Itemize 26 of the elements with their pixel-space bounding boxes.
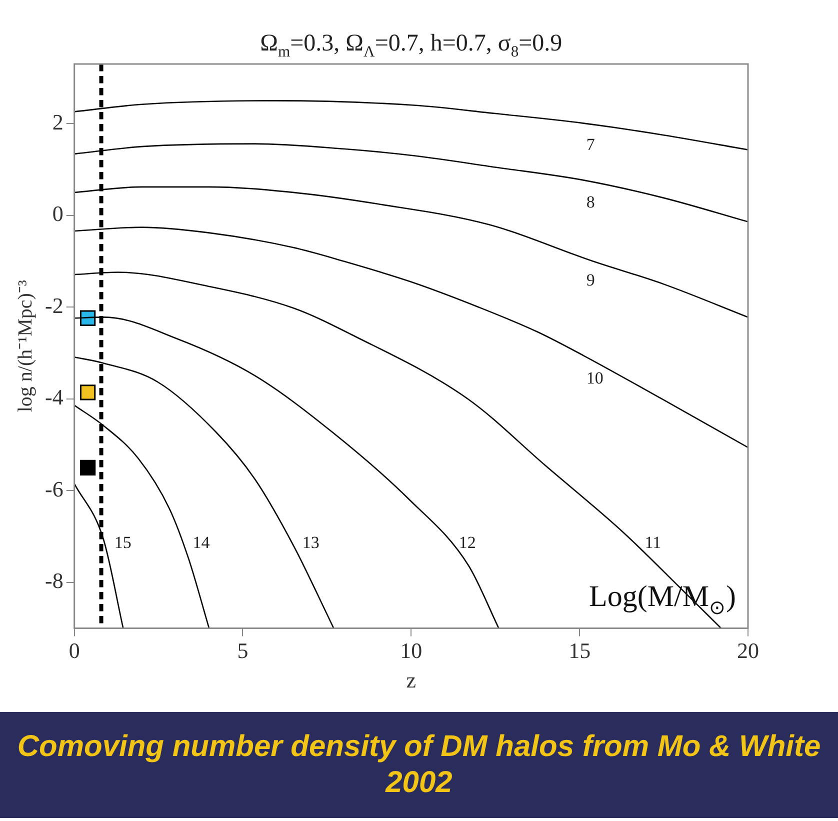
- y-tick-label: 2: [52, 109, 64, 134]
- y-tick-label: -6: [45, 476, 64, 502]
- y-axis-title: log n/(h⁻¹Mpc)⁻³: [14, 280, 36, 412]
- series-label: 9: [586, 270, 595, 290]
- point: [80, 310, 96, 326]
- x-tick-label: 15: [568, 638, 591, 664]
- series-label: 11: [644, 533, 662, 552]
- text: Comoving number density of DM halos from Mo & White 2002: [0, 712, 838, 818]
- y-tick-label: -8: [45, 568, 64, 594]
- y-tick-label: 0: [52, 201, 64, 226]
- y-tick-label: -4: [45, 384, 64, 410]
- series-label: 13: [302, 533, 320, 552]
- x-axis-title: z: [406, 668, 416, 693]
- x-tick-label: 10: [400, 638, 422, 664]
- point: [80, 460, 96, 476]
- series-label: 10: [586, 368, 604, 388]
- x-tick-label: 0: [68, 638, 80, 664]
- series-label: 15: [114, 533, 132, 552]
- series-label: 7: [586, 135, 596, 154]
- point: [80, 384, 96, 400]
- x-tick-label: 20: [737, 638, 759, 664]
- series-label: 14: [192, 533, 210, 552]
- series-label: 12: [458, 533, 476, 552]
- series-label: 8: [586, 192, 595, 212]
- x-tick-label: 5: [237, 638, 248, 664]
- y-tick-label: -2: [45, 292, 64, 318]
